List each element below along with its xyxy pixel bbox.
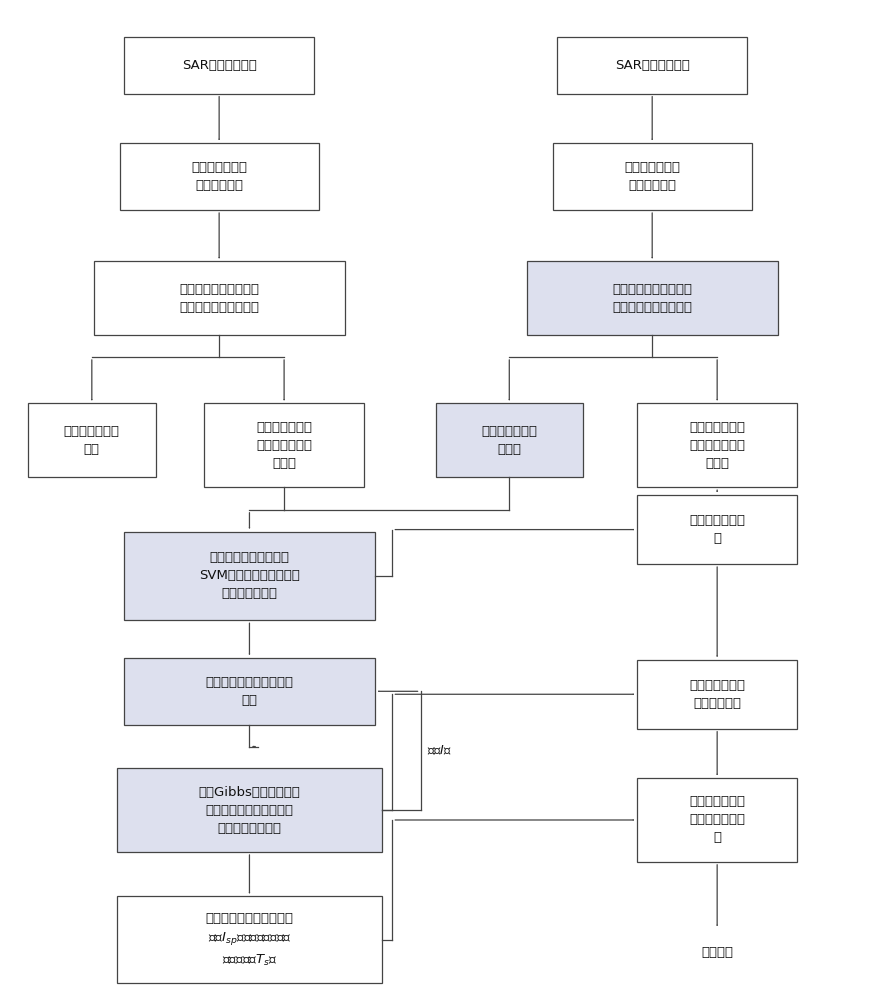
FancyBboxPatch shape xyxy=(436,403,583,477)
Text: 判断每一幅训练二值图
像像素点幅值是否全零: 判断每一幅训练二值图 像像素点幅值是否全零 xyxy=(180,283,259,314)
Text: SAR训练图像集合: SAR训练图像集合 xyxy=(181,59,257,72)
Text: 去掉对应的训练
图像: 去掉对应的训练 图像 xyxy=(64,425,120,456)
FancyBboxPatch shape xyxy=(553,143,752,210)
FancyBboxPatch shape xyxy=(28,403,156,477)
Text: 提取该训练图像
的特征构建训练
样本集: 提取该训练图像 的特征构建训练 样本集 xyxy=(689,421,745,470)
FancyBboxPatch shape xyxy=(117,896,382,983)
Text: SAR测试图像集合: SAR测试图像集合 xyxy=(615,59,690,72)
Text: 根据Gibbs采样技术对参
数进行采样并进行相应的
非相似性特征变换: 根据Gibbs采样技术对参 数进行采样并进行相应的 非相似性特征变换 xyxy=(199,786,300,835)
FancyBboxPatch shape xyxy=(124,532,375,620)
Text: 循环$I$次: 循环$I$次 xyxy=(428,744,452,757)
FancyBboxPatch shape xyxy=(637,403,797,487)
Text: 构建非相似性变换一类
SVM模型，推导模型参数
的联合后验分布: 构建非相似性变换一类 SVM模型，推导模型参数 的联合后验分布 xyxy=(199,551,300,600)
Text: 继续对参数进行采样，每
间隔$I_{sp}$次保存一次采样结
果，共保存$T_s$次: 继续对参数进行采样，每 间隔$I_{sp}$次保存一次采样结 果，共保存$T_s… xyxy=(205,912,293,968)
FancyBboxPatch shape xyxy=(637,660,797,729)
FancyBboxPatch shape xyxy=(124,658,375,725)
Text: 将测试图像判为
负样本: 将测试图像判为 负样本 xyxy=(481,425,538,456)
Text: 预处理得到测试
二值图像集合: 预处理得到测试 二值图像集合 xyxy=(624,161,680,192)
FancyBboxPatch shape xyxy=(557,37,747,94)
FancyBboxPatch shape xyxy=(93,261,345,335)
Text: 推导各个参数的条件后验
分布: 推导各个参数的条件后验 分布 xyxy=(205,676,293,707)
Text: 判断每一幅测试二值图
像像素点幅值是否全零: 判断每一幅测试二值图 像像素点幅值是否全零 xyxy=(612,283,693,314)
Text: 目标类别: 目标类别 xyxy=(701,946,733,959)
FancyBboxPatch shape xyxy=(637,778,797,862)
FancyBboxPatch shape xyxy=(117,768,382,852)
Text: 预处理得到训练
二值图像集合: 预处理得到训练 二值图像集合 xyxy=(191,161,247,192)
Text: 采样测试聚类标
号: 采样测试聚类标 号 xyxy=(689,514,745,545)
Text: 进行相应的非相
似性特征变换: 进行相应的非相 似性特征变换 xyxy=(689,679,745,710)
FancyBboxPatch shape xyxy=(526,261,778,335)
FancyBboxPatch shape xyxy=(637,495,797,564)
Text: 提取该训练图像
的特征构建训练
样本集: 提取该训练图像 的特征构建训练 样本集 xyxy=(256,421,312,470)
FancyBboxPatch shape xyxy=(204,403,364,487)
FancyBboxPatch shape xyxy=(120,143,319,210)
Text: 代入相应分类器
判定测试目标类
别: 代入相应分类器 判定测试目标类 别 xyxy=(689,795,745,844)
FancyBboxPatch shape xyxy=(124,37,314,94)
